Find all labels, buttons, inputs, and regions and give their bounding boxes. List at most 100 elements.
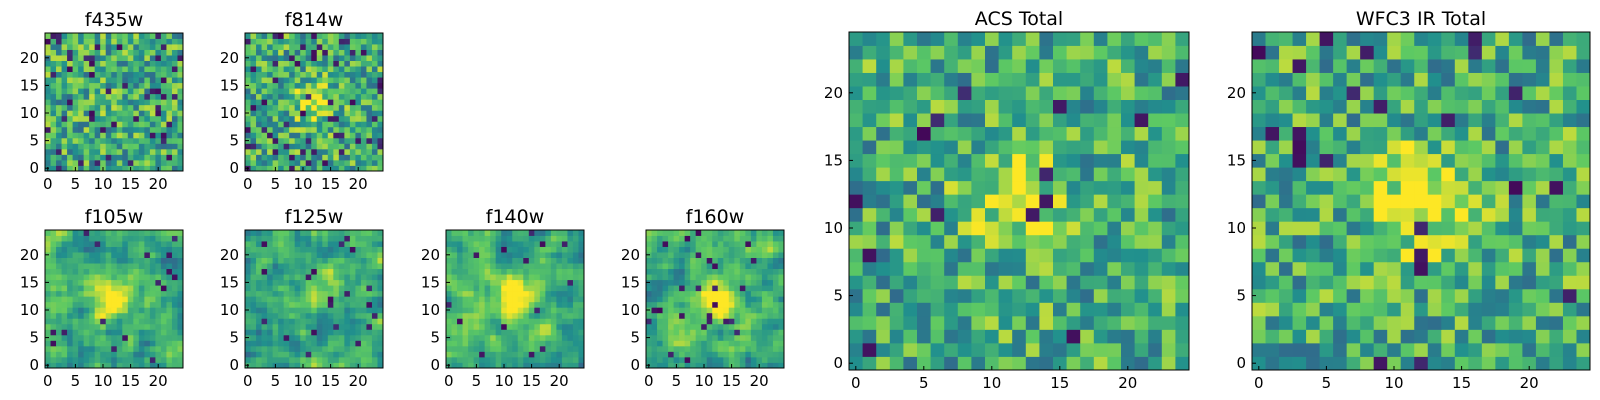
heatmap-cell	[717, 290, 724, 297]
heatmap-cell	[278, 285, 285, 292]
heatmap-cell	[360, 99, 367, 106]
heatmap-cell	[1481, 140, 1496, 155]
heatmap-cell	[360, 241, 367, 247]
heatmap-cell	[283, 159, 290, 166]
heatmap-cell	[957, 72, 972, 87]
axes-frame	[244, 229, 384, 369]
heatmap-cell	[177, 235, 184, 242]
heatmap-cell	[1427, 153, 1442, 168]
heatmap-cell	[1148, 72, 1163, 87]
heatmap-cell	[1549, 342, 1564, 357]
heatmap-cell	[267, 351, 273, 358]
heatmap-cell	[1481, 356, 1496, 371]
heatmap-cell	[133, 252, 140, 258]
heatmap-cell	[1025, 153, 1040, 168]
heatmap-cell	[333, 104, 340, 111]
heatmap-cell	[83, 340, 90, 347]
heatmap-cell	[50, 38, 57, 45]
heatmap-cell	[333, 340, 340, 347]
heatmap-cell	[338, 99, 345, 106]
heatmap-cell	[56, 148, 62, 155]
heatmap-cell	[322, 99, 329, 106]
heatmap-cell	[160, 66, 167, 73]
heatmap-cell	[1107, 261, 1122, 276]
heatmap-cell	[539, 312, 546, 319]
heatmap-cell	[1265, 113, 1280, 128]
heatmap-cell	[889, 194, 904, 209]
heatmap-cell	[267, 263, 273, 270]
heatmap-cell	[528, 246, 535, 253]
heatmap-cell	[45, 351, 51, 358]
heatmap-cell	[1161, 221, 1176, 236]
heatmap-cell	[360, 318, 367, 325]
heatmap-cell	[545, 318, 552, 325]
heatmap-cell	[116, 159, 123, 166]
heatmap-cell	[1427, 329, 1442, 344]
heatmap-cell	[490, 301, 497, 308]
heatmap-cell	[717, 356, 724, 363]
heatmap-cell	[166, 99, 173, 106]
heatmap-cell	[338, 121, 345, 128]
heatmap-cell	[371, 148, 378, 155]
heatmap-cell	[116, 329, 123, 336]
heatmap-cell	[78, 345, 85, 352]
heatmap-cell	[105, 351, 112, 358]
heatmap-cell	[272, 121, 279, 128]
heatmap-cell	[83, 318, 90, 325]
heatmap-cell	[479, 290, 486, 297]
heatmap-cell	[728, 235, 735, 242]
heatmap-cell	[78, 159, 85, 166]
heatmap-cell	[45, 340, 51, 347]
heatmap-cell	[344, 154, 351, 161]
heatmap-cell	[728, 290, 735, 297]
heatmap-cell	[646, 290, 652, 297]
heatmap-cell	[1400, 356, 1415, 371]
heatmap-cell	[750, 230, 757, 236]
heatmap-cell	[767, 230, 774, 236]
heatmap-cell	[679, 312, 686, 319]
heatmap-cell	[105, 334, 112, 341]
heatmap-cell	[45, 312, 51, 319]
heatmap-cell	[712, 241, 719, 247]
heatmap-cell	[294, 66, 301, 73]
heatmap-cell	[1012, 153, 1027, 168]
heatmap-cell	[971, 59, 986, 73]
heatmap-cell	[283, 44, 290, 50]
heatmap-cell	[138, 345, 145, 352]
heatmap-cell	[67, 230, 73, 236]
heatmap-cell	[539, 345, 546, 352]
heatmap-cell	[327, 148, 334, 155]
heatmap-cell	[756, 290, 763, 297]
heatmap-cell	[985, 302, 999, 317]
heatmap-cell	[111, 132, 118, 139]
heatmap-cell	[256, 137, 262, 144]
heatmap-cell	[61, 115, 68, 122]
heatmap-cell	[668, 356, 674, 363]
heatmap-cell	[657, 296, 663, 303]
heatmap-cell	[267, 290, 273, 297]
heatmap-cell	[767, 241, 774, 247]
heatmap-cell	[1306, 234, 1320, 249]
heatmap-cell	[528, 296, 535, 303]
heatmap-cell	[366, 121, 373, 128]
heatmap-cell	[1175, 32, 1190, 46]
heatmap-cell	[256, 99, 262, 106]
heatmap-cell	[316, 165, 323, 172]
heatmap-cell	[1306, 329, 1320, 344]
heatmap-cell	[272, 274, 279, 281]
heatmap-cell	[349, 356, 356, 363]
heatmap-cell	[998, 59, 1013, 73]
heatmap-cell	[177, 154, 184, 161]
heatmap-cell	[695, 296, 702, 303]
heatmap-cell	[690, 345, 697, 352]
heatmap-cell	[1414, 153, 1429, 168]
heatmap-cell	[256, 60, 262, 67]
heatmap-cell	[690, 334, 697, 341]
heatmap-cell	[160, 351, 167, 358]
heatmap-cell	[1080, 248, 1095, 263]
heatmap-cell	[355, 82, 362, 89]
heatmap-cell	[657, 356, 663, 363]
heatmap-cell	[327, 104, 334, 111]
heatmap-cell	[278, 82, 285, 89]
